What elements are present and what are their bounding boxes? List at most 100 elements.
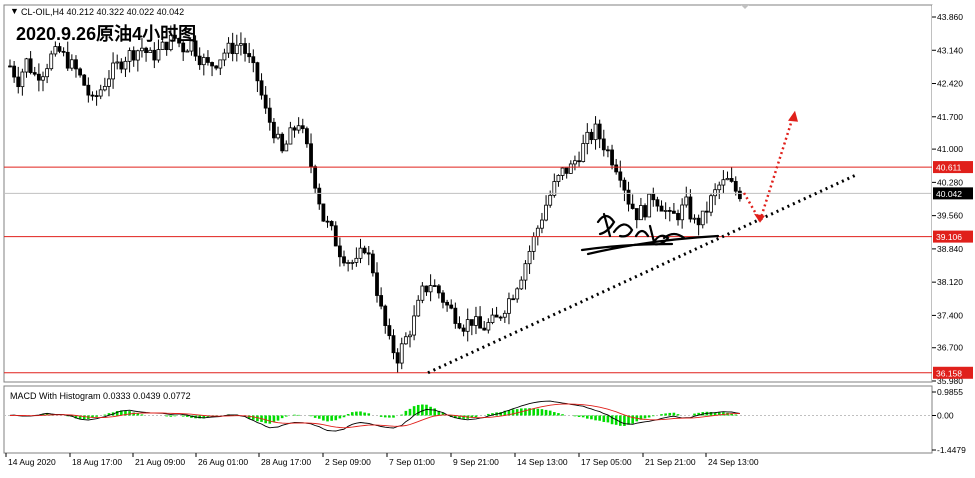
macd-histogram-bar [697,412,700,416]
candle-body [441,292,445,303]
candle-body [461,327,466,332]
candle-body [333,225,338,247]
macd-histogram-bar [709,412,713,416]
candle-body [544,204,548,221]
candle-body [540,219,544,229]
macd-histogram-bar [499,412,503,416]
macd-histogram-bar [528,408,531,416]
macd-histogram-bar [124,410,127,416]
candle-body [342,256,346,264]
candle-body [502,312,507,318]
macd-histogram-bar [676,414,680,416]
price-highlight-box [933,187,973,200]
time-tick-label: 28 Aug 17:00 [261,457,311,467]
macd-histogram-bar [643,415,647,419]
candle-body [671,210,676,214]
macd-histogram-bar [82,415,86,420]
price-tick-label: 41.700 [937,112,963,122]
candle-body [8,65,12,68]
macd-histogram-bar [713,412,717,416]
macd-histogram-bar [74,415,78,419]
candle-body [408,334,412,338]
macd-histogram-bar [317,415,321,419]
macd-histogram-bar [511,409,515,416]
macd-histogram-bar [280,415,284,419]
macd-histogram-bar [548,410,552,416]
price-tick-label: 43.140 [937,45,963,55]
candle-body [304,128,309,145]
candle-body [721,179,726,186]
macd-histogram-bar [441,412,445,416]
macd-histogram-bar [623,415,626,426]
candle-body [523,263,528,281]
candle-body [280,133,285,152]
candle-body [313,166,318,189]
candle-body [622,179,627,191]
macd-histogram-bar [342,415,346,418]
candle-body [226,42,231,54]
macd-histogram-bar [78,415,82,420]
macd-tick-label: 0.00 [937,410,954,420]
macd-histogram-bar [437,410,441,416]
projection-up-line [758,116,795,222]
macd-histogram-bar [103,414,107,416]
candle-body [337,245,342,258]
price-tick-label: 36.700 [937,343,963,353]
price-tick-label: 39.560 [937,211,963,221]
candle-body [733,181,738,192]
macd-histogram-bar [532,408,535,416]
candle-body [201,57,206,66]
macd-histogram-bar [647,415,651,418]
macd-histogram-bar [474,415,478,418]
candle-body [49,53,54,70]
candle-body [420,285,425,301]
macd-histogram-bar [346,414,350,416]
candle-body [173,34,177,39]
candle-body [729,178,734,182]
candle-body [86,84,91,96]
macd-histogram-bar [309,415,313,417]
candle-body [375,272,379,296]
macd-histogram-bar [722,412,725,416]
signature-scribble [580,212,720,256]
price-tick-label: 42.420 [937,79,963,89]
time-tick-label: 21 Sep 21:00 [645,457,696,467]
price-highlight-box [933,366,973,379]
macd-histogram-bar [173,415,177,417]
macd-histogram-bar [169,415,173,417]
macd-histogram-bar [561,414,564,416]
macd-histogram-bar [334,415,338,421]
candle-body [412,315,417,336]
candle-body [416,299,421,317]
macd-histogram-bar [594,415,597,421]
candle-body [197,55,202,66]
macd-histogram-bar [165,415,168,417]
candle-body [709,195,713,213]
candle-body [102,85,107,91]
candle-body [152,49,157,61]
candle-body [181,42,186,53]
macd-histogram-bar [247,415,251,419]
candle-body [700,210,705,226]
macd-histogram-bar [181,415,185,417]
candle-body [511,298,515,301]
arrow-down-head-icon [754,213,765,223]
candle-body [156,49,161,61]
candle-body [469,319,474,326]
macd-histogram-bar [454,415,457,419]
candle-body [292,127,297,131]
macd-histogram-bar [651,415,655,417]
macd-histogram-bar [115,411,119,416]
macd-histogram-bar [515,409,519,416]
candle-body [206,57,210,63]
macd-histogram-bar [206,415,210,418]
candle-body [317,187,322,205]
candle-body [507,298,511,314]
candle-body [606,149,610,152]
price-highlight-box [933,161,973,174]
symbol-dropdown-icon[interactable]: ▼ [10,6,19,16]
macd-histogram-bar [660,414,663,416]
candle-body [107,78,111,87]
scroll-marker-icon[interactable] [741,5,749,9]
price-highlight-label: 36.158 [936,368,962,378]
